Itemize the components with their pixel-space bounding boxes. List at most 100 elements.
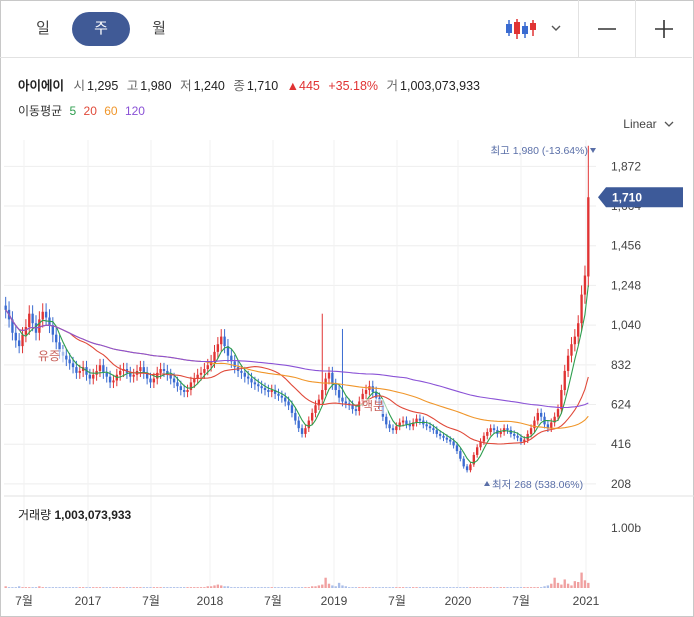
plus-icon xyxy=(655,19,673,38)
volume-bar xyxy=(230,587,233,588)
volume-bar xyxy=(583,580,587,588)
zoom-in-button[interactable] xyxy=(635,0,692,57)
y-tick-label: 208 xyxy=(611,477,631,491)
candle xyxy=(189,382,193,391)
volume-bar xyxy=(324,577,327,588)
volume-bar xyxy=(267,587,270,588)
volume-bar xyxy=(408,587,412,588)
volume-bar xyxy=(327,583,331,588)
candle xyxy=(172,378,176,383)
candle xyxy=(489,428,492,433)
candle xyxy=(337,390,341,398)
candle xyxy=(442,435,445,438)
candle xyxy=(415,418,418,423)
scale-selector[interactable]: Linear xyxy=(623,117,674,131)
candle xyxy=(203,369,206,373)
volume-bar xyxy=(422,587,425,588)
candle xyxy=(435,430,438,434)
candle xyxy=(351,405,354,410)
volume-bar xyxy=(14,587,17,588)
volume-bar xyxy=(81,587,85,588)
candle xyxy=(88,374,92,379)
candle xyxy=(81,367,85,371)
volume-bar xyxy=(533,587,536,588)
volume-bar xyxy=(145,587,149,588)
volume-bar xyxy=(449,587,452,588)
volume-bar xyxy=(172,587,176,588)
candle xyxy=(455,445,459,452)
volume-bar xyxy=(108,587,112,588)
close-label: 종 xyxy=(233,79,245,93)
volume-bar xyxy=(395,587,398,588)
volume-bar xyxy=(348,587,351,588)
volume-bar xyxy=(438,587,442,588)
volume-bar xyxy=(199,587,203,588)
low-label: 저 xyxy=(180,79,192,93)
ma-20: 20 xyxy=(83,104,97,118)
volume-title-label: 거래량 xyxy=(18,508,52,522)
volume-bar xyxy=(287,587,290,588)
candle xyxy=(226,346,230,356)
volume-bar xyxy=(98,587,102,588)
candle xyxy=(438,433,442,436)
chevron-down-icon[interactable] xyxy=(551,25,561,31)
volume-bar xyxy=(149,587,152,588)
moving-average-legend[interactable]: 이동평균 5 20 60 120 xyxy=(18,102,149,119)
y-tick-label: 1,040 xyxy=(611,318,641,332)
candle xyxy=(354,409,358,412)
candle xyxy=(401,420,405,423)
volume-bar xyxy=(65,587,68,588)
volume-bar xyxy=(68,587,71,588)
candle xyxy=(243,372,246,377)
current-price-label: 1,710 xyxy=(612,190,642,204)
volume-bar xyxy=(209,586,213,588)
low-value: 1,240 xyxy=(193,79,225,93)
candle xyxy=(179,386,182,391)
candle xyxy=(566,355,570,371)
candle xyxy=(395,426,398,431)
x-tick-label: 7월 xyxy=(15,594,33,608)
chart-type-selector[interactable] xyxy=(486,0,578,57)
volume-bar xyxy=(119,587,122,588)
candle xyxy=(257,384,260,387)
volume-bar xyxy=(492,587,496,588)
candle xyxy=(486,432,489,436)
candle xyxy=(341,397,344,402)
volume-bar xyxy=(277,587,280,588)
ma-60: 60 xyxy=(104,104,118,118)
volume-bar xyxy=(506,587,509,588)
volume-bar xyxy=(122,587,125,588)
volume-bar xyxy=(44,587,48,588)
tab-weekly[interactable]: 주 xyxy=(72,12,130,46)
volume-bar xyxy=(102,587,105,588)
change-percent: +35.18% xyxy=(328,79,379,93)
volume-bar xyxy=(17,586,21,588)
chart-toolbar: 일 주 월 xyxy=(0,0,692,58)
volume-bar xyxy=(139,587,142,588)
candle xyxy=(112,380,115,383)
zoom-out-button[interactable] xyxy=(578,0,635,57)
candle xyxy=(142,367,145,373)
candle xyxy=(482,435,486,442)
candle xyxy=(31,313,34,324)
volume-bar xyxy=(223,586,226,588)
candle xyxy=(587,197,590,277)
candle xyxy=(304,428,307,434)
candle xyxy=(250,378,253,383)
volume-bar xyxy=(502,587,506,588)
volume-bar xyxy=(226,586,230,588)
candle xyxy=(206,365,209,370)
candle xyxy=(327,372,331,379)
candle xyxy=(287,401,290,406)
candle xyxy=(539,412,543,417)
volume-bar xyxy=(129,587,132,588)
x-tick-label: 2018 xyxy=(197,594,224,608)
candle xyxy=(162,369,166,371)
tab-monthly[interactable]: 월 xyxy=(152,20,166,37)
tab-daily[interactable]: 일 xyxy=(36,20,50,37)
candle xyxy=(55,334,58,343)
volume-bar xyxy=(519,587,523,588)
volume-bar xyxy=(587,582,590,588)
volume-bar xyxy=(563,579,566,588)
